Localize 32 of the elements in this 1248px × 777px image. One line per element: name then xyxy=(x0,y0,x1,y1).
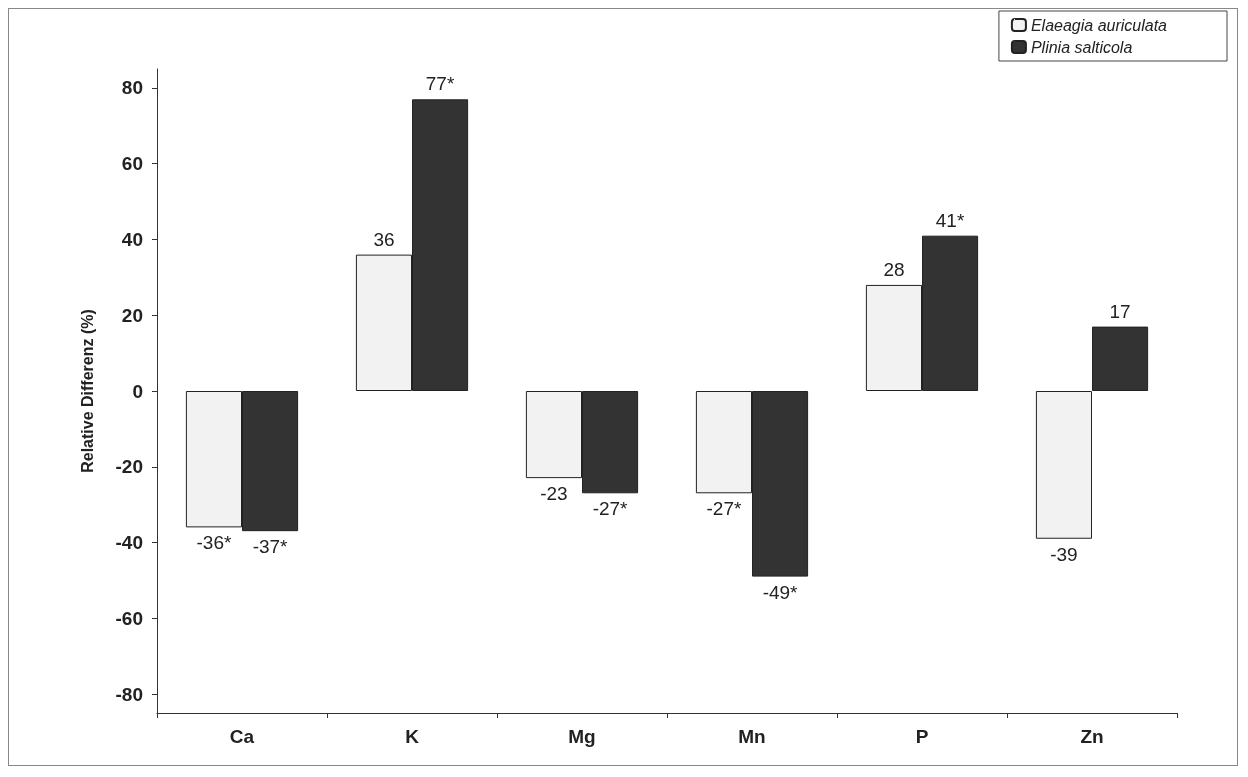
y-tick-label: -80 xyxy=(115,683,143,705)
y-tick-label: 40 xyxy=(121,228,143,250)
data-label: -27* xyxy=(592,498,629,520)
y-tick-label: -40 xyxy=(115,532,143,554)
data-label: 17 xyxy=(1109,300,1131,322)
data-label: 41* xyxy=(935,209,965,231)
data-label: -49* xyxy=(762,581,799,603)
x-tick-label: K xyxy=(405,726,420,747)
data-label: 77* xyxy=(425,73,455,95)
x-tick-label: P xyxy=(915,726,929,747)
data-label: -36* xyxy=(196,532,232,554)
data-label: -39 xyxy=(1050,543,1078,565)
x-tick-label: Zn xyxy=(1080,726,1104,747)
legend-label: Elaeagia auriculata xyxy=(1030,16,1168,34)
y-tick-label: -20 xyxy=(115,456,143,478)
data-label: -37* xyxy=(252,536,289,558)
x-tick-label: Ca xyxy=(229,726,255,747)
y-tick-label: 20 xyxy=(121,304,143,326)
bar xyxy=(1092,326,1149,391)
y-tick-label: 60 xyxy=(121,153,143,175)
data-label: 28 xyxy=(883,258,905,280)
y-tick-label: 80 xyxy=(121,77,143,99)
y-axis-title: Relative Differenz (%) xyxy=(78,309,96,473)
legend-label: Plinia salticola xyxy=(1030,38,1133,56)
data-label: 36 xyxy=(373,228,395,250)
data-label: -27* xyxy=(706,498,742,520)
data-label: -23 xyxy=(540,483,568,505)
x-tick-label: Mn xyxy=(738,726,766,747)
y-tick-label: 0 xyxy=(132,380,143,402)
y-tick-label: -60 xyxy=(115,607,143,629)
bar xyxy=(1035,391,1092,539)
x-tick-label: Mg xyxy=(568,726,596,747)
